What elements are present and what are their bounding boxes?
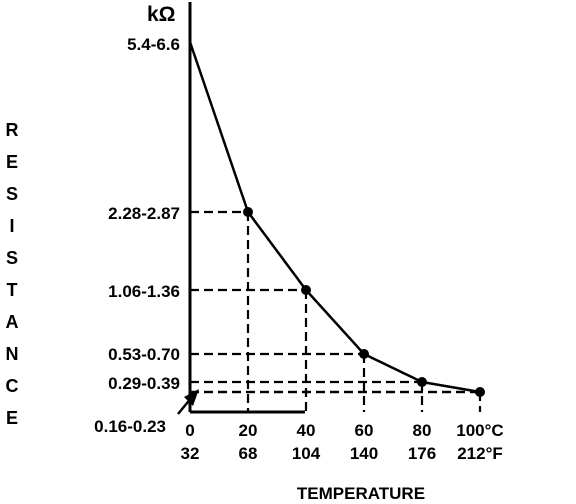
x-tick-label-celsius: 0 <box>185 421 194 440</box>
y-unit-label: kΩ <box>147 3 176 26</box>
data-point <box>417 377 427 387</box>
x-tick-labels: 0 32 20 68 40 104 60 140 80 176 100°C 212°F <box>181 421 504 463</box>
x-tick-label-celsius: 60 <box>355 421 374 440</box>
y-tick-labels: 5.4-6.6 2.28-2.87 1.06-1.36 0.53-0.70 0.29-0… <box>94 35 180 436</box>
x-tick-label-fahrenheit: 176 <box>408 444 436 463</box>
y-axis-title-letter: T <box>7 280 18 300</box>
x-tick-label-fahrenheit: 140 <box>350 444 378 463</box>
x-tick-label-celsius: 40 <box>297 421 316 440</box>
y-tick-label: 5.4-6.6 <box>127 35 180 54</box>
resistance-curve <box>188 41 481 394</box>
x-tick-label-fahrenheit: 104 <box>292 444 321 463</box>
y-axis-title-letter: I <box>9 216 14 236</box>
arrow-pointer <box>177 389 199 415</box>
x-tick-label-celsius: 80 <box>413 421 432 440</box>
y-axis-title-letter: E <box>6 408 18 428</box>
y-axis-title-letter: A <box>6 312 19 332</box>
x-tick-label-fahrenheit: 212°F <box>457 444 503 463</box>
x-tick-label-fahrenheit: 32 <box>181 444 200 463</box>
y-tick-label: 0.29-0.39 <box>108 374 180 393</box>
y-tick-label: 2.28-2.87 <box>108 204 180 223</box>
y-axis-title-letter: N <box>6 344 19 364</box>
data-point <box>475 387 485 397</box>
y-axis-title-letter: S <box>6 184 18 204</box>
y-tick-label: 0.53-0.70 <box>108 345 180 364</box>
x-tick-label-celsius: 20 <box>239 421 258 440</box>
y-axis-title-letter: C <box>6 376 19 396</box>
y-axis-title-letter: R <box>6 120 19 140</box>
y-tick-label: 1.06-1.36 <box>108 282 180 301</box>
x-tick-label-fahrenheit: 68 <box>239 444 258 463</box>
data-markers <box>243 207 485 397</box>
x-tick-label-celsius: 100°C <box>456 421 503 440</box>
data-point <box>301 285 311 295</box>
x-axis-title: TEMPERATURE <box>297 484 425 503</box>
y-tick-label: 0.16-0.23 <box>94 417 166 436</box>
y-axis-title-letter: S <box>6 248 18 268</box>
data-point <box>243 207 253 217</box>
guide-lines <box>190 210 482 412</box>
data-point <box>359 349 369 359</box>
y-axis-title-letter: E <box>6 152 18 172</box>
